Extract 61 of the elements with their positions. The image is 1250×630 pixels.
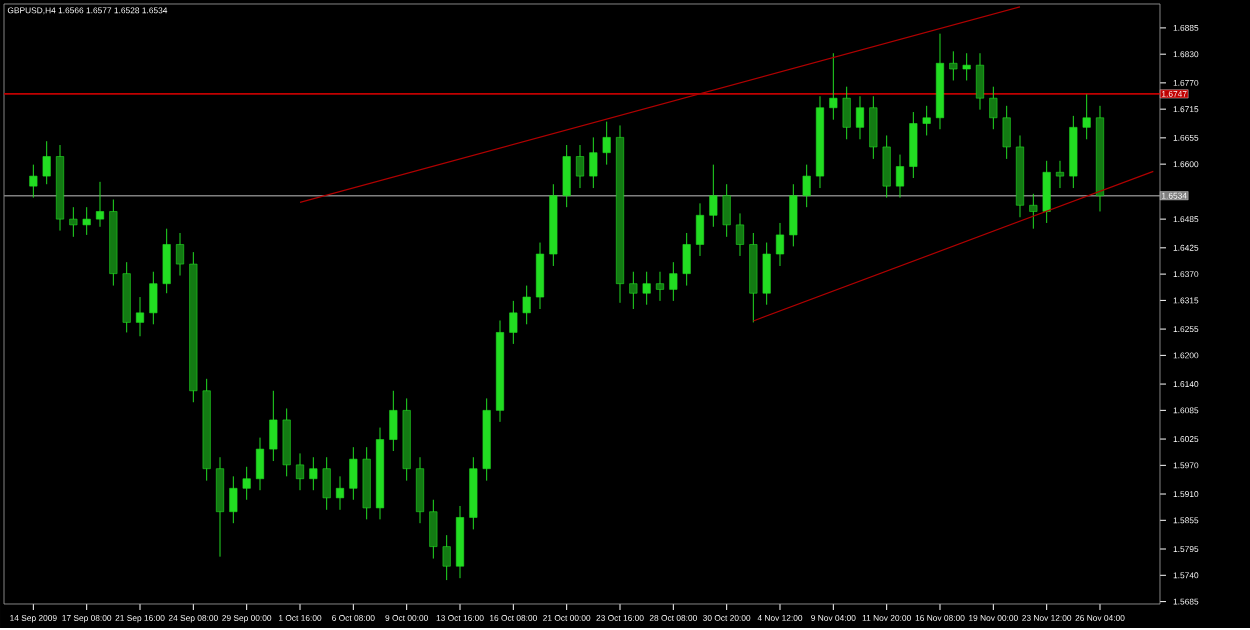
candlestick bbox=[682, 232, 691, 287]
candlestick bbox=[175, 232, 185, 277]
candlestick bbox=[869, 96, 878, 160]
candlestick bbox=[775, 222, 785, 267]
candlestick bbox=[842, 86, 851, 141]
candlestick bbox=[669, 262, 678, 302]
candlestick bbox=[949, 51, 958, 82]
candlestick bbox=[282, 408, 291, 478]
candlestick bbox=[1042, 160, 1051, 224]
candlestick bbox=[429, 499, 438, 560]
candlestick bbox=[922, 105, 931, 137]
candlestick bbox=[602, 121, 611, 166]
candlestick bbox=[229, 476, 238, 525]
candlestick bbox=[695, 203, 705, 257]
candlestick bbox=[722, 184, 731, 238]
candlestick bbox=[909, 111, 918, 179]
candlestick bbox=[962, 53, 971, 82]
candlestick bbox=[655, 271, 665, 302]
candlestick bbox=[575, 144, 585, 189]
candlestick bbox=[29, 164, 38, 199]
candlestick bbox=[162, 228, 171, 295]
candlestick bbox=[1002, 105, 1011, 160]
candlestick bbox=[335, 476, 345, 511]
candlestick bbox=[802, 164, 811, 209]
candlestick bbox=[642, 271, 651, 306]
candlestick bbox=[215, 457, 225, 558]
candlestick bbox=[895, 154, 905, 199]
candlestick bbox=[255, 437, 265, 492]
candlestick bbox=[42, 141, 51, 186]
candlestick bbox=[415, 457, 425, 525]
candlestick bbox=[989, 86, 998, 131]
candlestick bbox=[789, 184, 798, 248]
candlestick bbox=[82, 207, 91, 236]
candlestick bbox=[829, 53, 838, 121]
candlestick bbox=[309, 457, 318, 492]
candlestick bbox=[855, 96, 865, 141]
candlestick bbox=[95, 181, 105, 228]
candlestick bbox=[762, 242, 771, 306]
candlestick bbox=[1055, 160, 1065, 189]
candlestick bbox=[295, 453, 305, 492]
candlestick bbox=[589, 137, 598, 189]
candlestick bbox=[975, 53, 985, 111]
candlestick bbox=[509, 300, 518, 345]
candlestick bbox=[389, 390, 398, 452]
candlestick bbox=[242, 466, 251, 501]
candlestick bbox=[349, 447, 358, 501]
candlestick bbox=[735, 213, 745, 257]
candlestick bbox=[135, 296, 145, 338]
candlestick bbox=[442, 535, 451, 581]
candlestick bbox=[882, 135, 891, 199]
candlestick bbox=[322, 457, 331, 511]
candlestick bbox=[522, 285, 531, 326]
candlestick bbox=[269, 390, 278, 462]
candlestick bbox=[1029, 193, 1038, 230]
candlestick bbox=[535, 242, 545, 310]
candlestick bbox=[1082, 94, 1091, 141]
candlestick bbox=[149, 271, 158, 326]
candlestick bbox=[69, 207, 78, 238]
candlestick bbox=[709, 164, 718, 228]
candlestick bbox=[562, 144, 571, 209]
candlestick bbox=[629, 271, 638, 310]
